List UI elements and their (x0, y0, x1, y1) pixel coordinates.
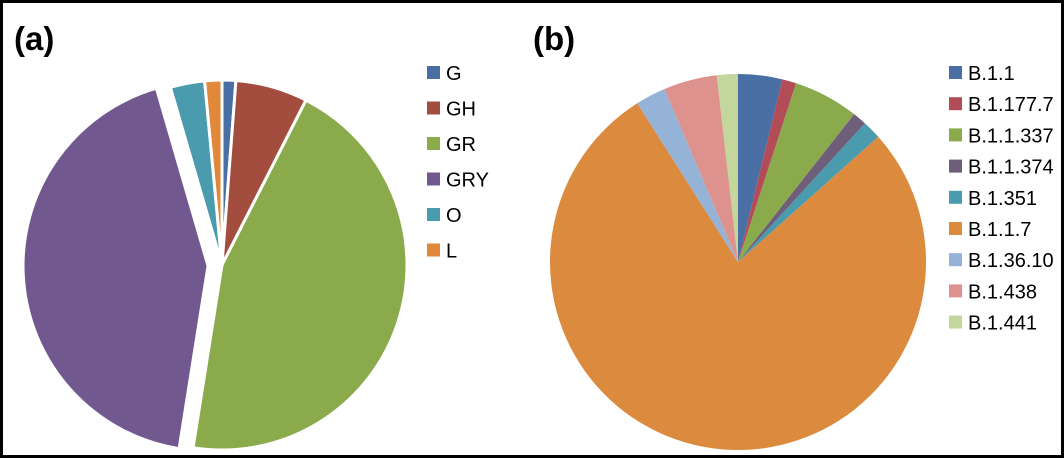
pie-a-slice-gry (21, 86, 210, 451)
pie-b-legend-swatch-b-1-351 (949, 190, 962, 204)
pie-b-legend-label-b-1-1: B.1.1 (968, 63, 1015, 85)
pie-a-legend-swatch-o (427, 208, 440, 221)
legend-a: G GH GR GRY OL (427, 63, 489, 263)
pie-a-legend-label-gr: GR (446, 134, 476, 156)
pie-b-slice-b-1-441 (716, 74, 738, 262)
pie-b-legend-label-b-1-351: B.1.351 (968, 188, 1037, 210)
pie-b-legend-swatch-b-1-1-374 (949, 159, 962, 173)
pie-b-legend-swatch-b-1-1 (949, 66, 962, 79)
pie-b-legend-swatch-b-1-441 (949, 315, 962, 329)
pie-b-legend-label-b-1-441: B.1.441 (968, 313, 1037, 335)
pie-a-slice-gr (191, 98, 409, 452)
pie-a-legend-swatch-l (427, 243, 440, 257)
pie-a-legend-swatch-g (427, 66, 440, 79)
pie-b-legend-label-b-1-438: B.1.438 (968, 281, 1037, 303)
panel-b: (b) B.1.1B.1.177.7B.1.1.337B.1.1.374B.1.… (533, 20, 1054, 451)
pie-a-legend-swatch-gr (427, 137, 440, 150)
pie-b-legend-label-b-1-177-7: B.1.177.7 (968, 94, 1054, 116)
pie-b-slice-b-1-36-10 (637, 88, 738, 262)
pie-b-legend-label-b-1-1-374: B.1.1.374 (968, 157, 1054, 179)
pie-b-slice-b-1-438 (664, 75, 738, 262)
pie-chart-b (550, 74, 927, 451)
pie-a-legend-swatch-gh (427, 101, 440, 115)
pie-a-legend-swatch-gry (427, 172, 440, 186)
pie-b-slice-b-1-1-7 (550, 103, 927, 451)
pie-b-slice-b-1-177-7 (738, 79, 797, 262)
panel-a-label: (a) (14, 20, 54, 57)
pie-a-slice-l (203, 78, 224, 267)
pie-b-legend-swatch-b-1-177-7 (949, 97, 962, 111)
panel-b-label: (b) (533, 20, 575, 57)
pie-b-legend-swatch-b-1-438 (949, 284, 962, 298)
legend-b: B.1.1 B.1.177.7 B.1.1.337 B.1.1.374 B.1.351 B… (949, 63, 1054, 335)
pie-a-legend-label-l: L (446, 241, 457, 263)
pie-b-legend-label-b-1-36-10: B.1.36.10 (968, 250, 1054, 272)
pie-b-slice-b-1-351 (738, 123, 879, 262)
pie-b-legend-label-b-1-1-337: B.1.1.337 (968, 125, 1054, 147)
pie-a-legend-label-o: O (446, 205, 462, 227)
pie-b-legend-label-b-1-1-7: B.1.1.7 (968, 219, 1031, 241)
pie-b-slice-b-1-1-374 (738, 114, 865, 263)
pie-chart-a (21, 78, 409, 452)
pie-b-slice-b-1-1-337 (738, 83, 855, 262)
pie-b-slice-b-1-1 (738, 74, 783, 262)
pie-a-legend-label-gh: GH (446, 99, 476, 121)
pie-a-legend-label-g: G (446, 63, 462, 85)
pie-b-legend-swatch-b-1-1-7 (949, 222, 962, 235)
pie-b-legend-swatch-b-1-1-337 (949, 128, 962, 142)
pie-a-legend-label-gry: GRY (446, 170, 489, 192)
pie-b-legend-swatch-b-1-36-10 (949, 253, 962, 267)
panel-a: (a) G GH GR GRY OL (14, 20, 489, 452)
